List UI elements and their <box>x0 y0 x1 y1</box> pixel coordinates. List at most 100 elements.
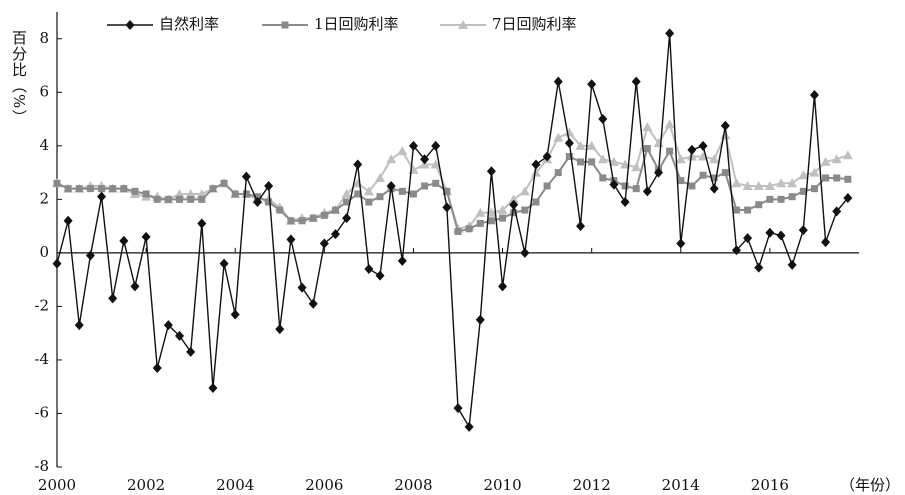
marker <box>397 255 407 266</box>
marker <box>586 140 597 150</box>
marker <box>163 320 173 331</box>
marker <box>175 330 185 341</box>
marker <box>575 140 586 150</box>
marker <box>743 233 753 244</box>
marker <box>475 314 485 325</box>
marker <box>809 89 819 100</box>
marker <box>564 138 574 149</box>
marker <box>98 185 106 193</box>
marker <box>464 421 474 432</box>
marker <box>319 238 329 249</box>
marker <box>521 206 529 214</box>
x-tick-label: 2002 <box>127 476 165 494</box>
marker <box>688 182 696 190</box>
marker <box>631 162 642 172</box>
marker <box>731 178 742 188</box>
marker <box>287 217 295 225</box>
marker <box>486 207 497 217</box>
marker <box>844 175 852 183</box>
marker <box>109 185 117 193</box>
marker <box>776 230 786 241</box>
marker <box>365 198 373 206</box>
marker <box>476 219 484 227</box>
marker <box>164 195 172 203</box>
marker <box>487 217 495 225</box>
marker <box>721 169 729 177</box>
marker <box>799 187 807 195</box>
marker <box>363 186 374 196</box>
y-tick-label: -8 <box>34 457 49 475</box>
marker <box>341 189 352 198</box>
x-tick-label: 2000 <box>38 476 76 494</box>
marker <box>720 120 730 131</box>
marker <box>331 206 339 214</box>
marker <box>609 179 619 190</box>
marker <box>453 403 463 414</box>
marker <box>458 20 468 29</box>
marker <box>430 159 441 169</box>
marker <box>354 190 362 198</box>
x-tick-label: 2016 <box>751 476 789 494</box>
marker <box>286 234 296 245</box>
marker <box>174 189 185 198</box>
y-tick-label: 2 <box>39 189 49 207</box>
marker <box>120 185 128 193</box>
x-tick-label: 2014 <box>662 476 700 494</box>
marker <box>421 182 429 190</box>
marker <box>810 185 818 193</box>
marker <box>744 206 752 214</box>
marker <box>75 185 83 193</box>
marker <box>576 221 586 232</box>
marker <box>265 198 273 206</box>
marker <box>97 191 107 202</box>
marker <box>833 174 841 182</box>
marker <box>276 206 284 214</box>
marker <box>620 159 631 169</box>
marker <box>787 178 798 188</box>
marker <box>532 198 540 206</box>
y-tick-label: 6 <box>39 82 49 100</box>
marker <box>353 159 363 170</box>
marker <box>153 195 161 203</box>
y-tick-label: -6 <box>34 403 49 421</box>
marker <box>375 172 386 182</box>
marker <box>242 190 250 198</box>
marker <box>108 293 118 304</box>
marker <box>386 154 397 164</box>
marker <box>676 238 686 249</box>
marker <box>152 362 162 373</box>
marker <box>432 179 440 187</box>
marker <box>842 150 853 160</box>
marker <box>85 250 95 261</box>
marker <box>677 177 685 185</box>
marker <box>275 324 285 335</box>
marker <box>398 187 406 195</box>
marker <box>709 154 720 164</box>
marker <box>320 211 328 219</box>
legend-label: 自然利率 <box>159 15 219 33</box>
marker <box>608 156 619 166</box>
marker <box>621 182 629 190</box>
marker <box>253 197 262 208</box>
y-axis-label: 百分比（%） <box>10 30 28 125</box>
marker <box>821 237 831 248</box>
marker <box>577 158 585 166</box>
marker <box>666 147 674 155</box>
series-line <box>56 33 849 430</box>
marker <box>475 207 486 217</box>
marker <box>755 201 763 209</box>
marker <box>219 258 229 269</box>
marker <box>698 140 708 151</box>
marker <box>185 189 196 198</box>
marker <box>364 263 374 274</box>
marker <box>486 166 496 177</box>
marker <box>519 186 530 196</box>
y-tick-label: -4 <box>34 350 49 368</box>
marker <box>375 270 385 281</box>
marker <box>776 178 787 188</box>
x-axis-label: （年份） <box>840 476 900 494</box>
marker <box>597 154 608 164</box>
marker <box>254 193 261 201</box>
legend-label: 7日回购利率 <box>492 15 577 33</box>
marker <box>431 140 441 151</box>
